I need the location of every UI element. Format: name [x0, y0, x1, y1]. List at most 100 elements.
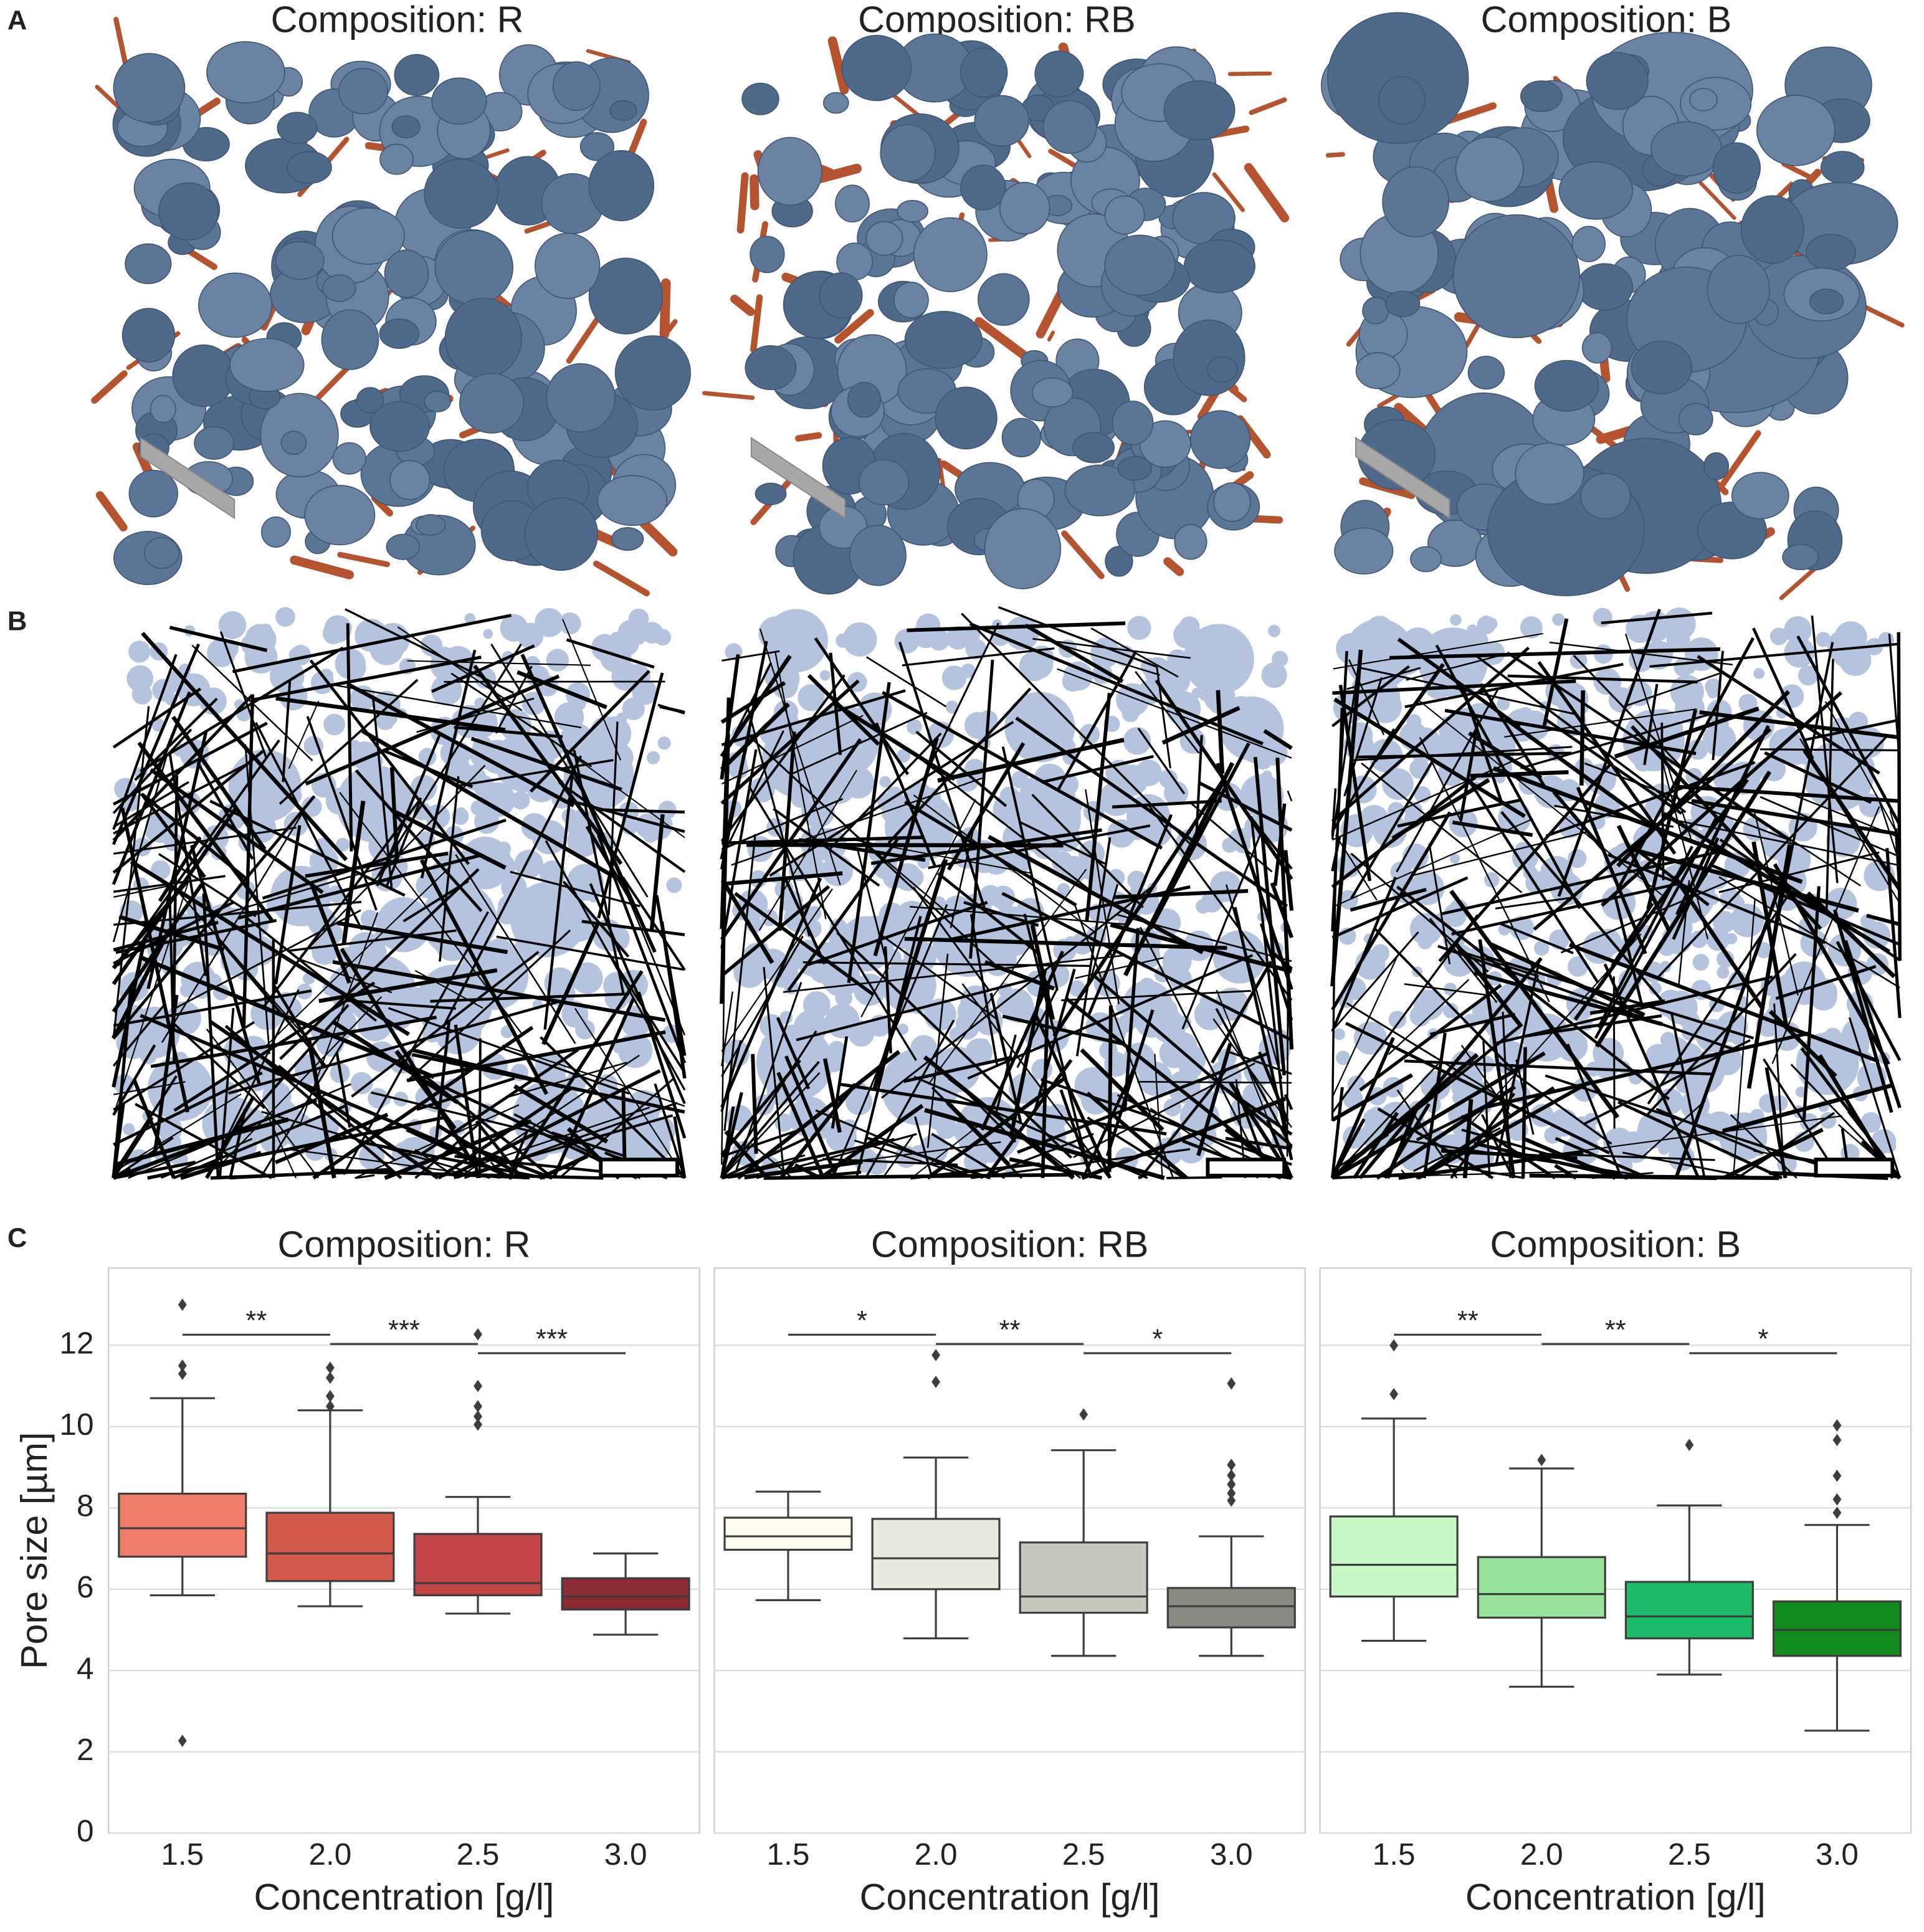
pore-circle: [1359, 804, 1389, 835]
pore-render: [999, 181, 1050, 235]
fiber-line: [1824, 701, 1901, 839]
pore-render: [960, 164, 1006, 211]
pore-circle: [1556, 707, 1586, 736]
pore-render: [1112, 401, 1154, 445]
pore-circle: [497, 841, 512, 856]
fiber-line: [411, 1052, 685, 1114]
fiber-line: [341, 801, 366, 945]
fiber-render: [1244, 163, 1290, 222]
fiber-line: [117, 739, 280, 967]
fiber-line: [787, 837, 900, 992]
fiber-line: [454, 725, 563, 738]
pore-circle: [1051, 851, 1074, 873]
fiber-line: [749, 736, 1001, 970]
fiber-line: [1428, 843, 1451, 964]
outlier: [1832, 1506, 1842, 1520]
pore-render: [198, 272, 273, 338]
fiber-line: [1001, 746, 1059, 991]
fiber-line: [147, 1116, 444, 1180]
fiber-line: [1135, 670, 1200, 754]
pore-circle: [1116, 683, 1150, 716]
fiber-line: [210, 1169, 378, 1180]
fiber-line: [911, 1125, 979, 1179]
pore-circle: [1477, 616, 1496, 634]
pore-render: [904, 310, 983, 369]
fiber-line: [1353, 1111, 1399, 1179]
pore-circle: [827, 1040, 847, 1060]
fiber-render: [659, 278, 671, 339]
box: [561, 1577, 690, 1611]
outlier: [1227, 1469, 1236, 1482]
pore-render: [1173, 319, 1245, 396]
scale-bar: [599, 1158, 679, 1178]
pore-circle: [1159, 769, 1178, 789]
pore-circle: [525, 635, 536, 645]
fiber-line: [1396, 689, 1499, 873]
pore-render: [389, 460, 431, 500]
fiber-line: [112, 941, 146, 1088]
fiber-render: [736, 172, 749, 234]
fiber-line: [1086, 1092, 1188, 1180]
pore-render: [1207, 356, 1238, 383]
fiber-line: [1016, 988, 1058, 1068]
fiber-line: [220, 996, 383, 1166]
fiber-line: [776, 1072, 826, 1179]
pore-render: [275, 241, 325, 280]
pore-render: [524, 497, 599, 571]
pore-circle: [1163, 1098, 1182, 1116]
fiber-line: [1348, 659, 1385, 736]
fiber-line: [1457, 949, 1540, 978]
pore-circle: [941, 665, 967, 690]
y-tick-label: 0: [77, 1814, 94, 1848]
pore-circle: [262, 1081, 292, 1111]
fiber-line: [205, 1095, 255, 1179]
pore-render: [1581, 332, 1612, 364]
pore-circle: [794, 620, 806, 631]
fiber-line: [807, 673, 880, 746]
fiber-line: [1649, 642, 1900, 668]
significance-label: ***: [388, 1315, 420, 1345]
outlier: [1389, 1387, 1399, 1401]
pore-render: [144, 537, 180, 569]
fiber-line: [361, 1140, 545, 1180]
pore-render: [304, 485, 376, 546]
fiber-line: [275, 1113, 389, 1164]
fiber-line: [721, 1072, 821, 1179]
fiber-render: [1212, 172, 1245, 212]
fiber-line: [1092, 973, 1293, 1148]
fiber-line: [998, 606, 1156, 668]
fiber-line: [355, 1174, 375, 1179]
pore-circle: [965, 639, 987, 660]
pore-circle: [1382, 768, 1414, 800]
outlier: [474, 1400, 482, 1413]
pore-circle: [322, 622, 345, 645]
pore-render: [614, 335, 691, 411]
pore-circle: [964, 626, 981, 643]
pore-circle: [559, 612, 581, 635]
fiber-line: [807, 901, 988, 966]
fiber-line: [1799, 738, 1901, 904]
pore-render: [588, 150, 655, 222]
fiber-line: [829, 652, 842, 755]
fiber-render: [1017, 139, 1032, 158]
fiber-line: [513, 1084, 609, 1144]
pore-circle: [1255, 707, 1268, 719]
fiber-line: [923, 622, 1000, 778]
fiber-line: [1589, 999, 1665, 1016]
fiber-line: [1075, 957, 1164, 979]
fiber-line: [882, 1133, 915, 1179]
fiber-line: [1419, 736, 1550, 1002]
pore-render: [609, 100, 637, 121]
outlier: [1227, 1478, 1236, 1491]
pore-render: [588, 257, 664, 335]
fiber-line: [1554, 1164, 1578, 1180]
fiber-line: [300, 764, 486, 957]
fiber-line: [734, 892, 875, 996]
fiber-line: [1009, 1157, 1103, 1180]
fiber-line: [720, 674, 845, 842]
fiber-line: [300, 959, 393, 994]
fiber-line: [875, 722, 937, 868]
pore-render: [386, 533, 421, 560]
fiber-line: [659, 705, 685, 714]
